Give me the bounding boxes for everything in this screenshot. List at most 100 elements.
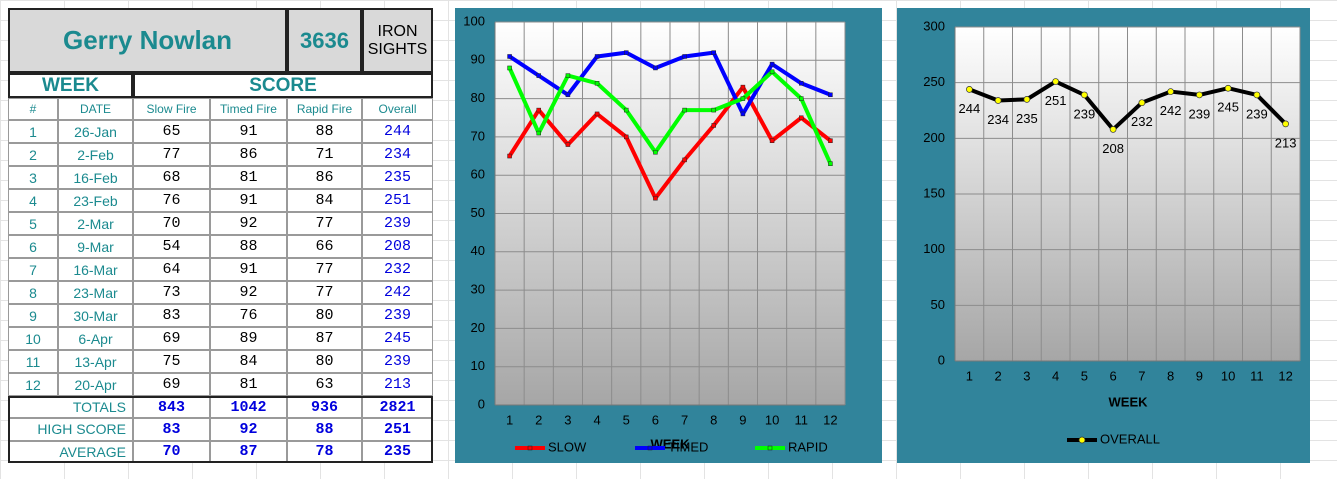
summary-value: 92	[210, 418, 287, 441]
point	[594, 81, 600, 86]
point	[799, 96, 804, 101]
table-cell: 6-Apr	[58, 327, 133, 350]
legend-marker	[527, 445, 533, 451]
table-cell: 80	[287, 350, 362, 373]
point	[682, 157, 687, 163]
table-cell: 75	[133, 350, 210, 373]
table-cell: 92	[210, 281, 287, 304]
y-tick-label: 0	[478, 396, 485, 411]
summary-value: 235	[362, 440, 433, 463]
legend-marker	[647, 445, 653, 451]
table-cell: 20-Apr	[58, 373, 133, 396]
table-cell: 1	[8, 120, 58, 143]
category: IRON SIGHTS	[362, 8, 433, 73]
x-tick-label: 7	[681, 412, 688, 427]
summary-value: 83	[133, 418, 210, 441]
data-label: 244	[959, 101, 981, 116]
table-cell: 63	[287, 373, 362, 396]
y-tick-label: 30	[471, 282, 485, 297]
x-tick-label: 4	[593, 412, 600, 427]
table-cell: 239	[362, 304, 433, 327]
x-tick-label: 5	[623, 412, 630, 427]
table-cell: 86	[210, 143, 287, 166]
y-tick-label: 60	[471, 167, 485, 182]
point	[682, 107, 687, 113]
x-tick-label: 12	[823, 412, 837, 427]
table-cell: 8	[8, 281, 58, 304]
point	[1052, 78, 1059, 85]
table-cell: 251	[362, 189, 433, 212]
table-cell: 73	[133, 281, 210, 304]
data-label: 213	[1275, 135, 1297, 150]
point	[653, 65, 658, 71]
column-header: Timed Fire	[210, 98, 287, 120]
point	[1081, 91, 1088, 99]
point	[740, 111, 746, 117]
column-header: Rapid Fire	[287, 98, 362, 120]
y-tick-label: 100	[463, 13, 485, 28]
table-cell: 4	[8, 189, 58, 212]
x-tick-label: 2	[535, 412, 542, 427]
summary-value: 2821	[362, 396, 433, 419]
point	[799, 115, 804, 120]
point	[828, 92, 833, 98]
point	[994, 97, 1002, 104]
table-cell: 26-Jan	[58, 120, 133, 143]
column-header: Slow Fire	[133, 98, 210, 120]
point	[507, 65, 512, 71]
y-tick-label: 100	[923, 241, 945, 256]
table-cell: 88	[287, 120, 362, 143]
legend-marker	[1078, 436, 1086, 444]
series-line	[508, 50, 832, 116]
summary-label: AVERAGE	[8, 440, 133, 463]
point	[565, 73, 571, 78]
table-cell: 23-Mar	[58, 281, 133, 304]
x-tick-label: 2	[995, 368, 1002, 383]
x-tick-label: 10	[1221, 368, 1235, 383]
table-cell: 208	[362, 235, 433, 258]
column-header: #	[8, 98, 58, 120]
table-cell: 16-Feb	[58, 166, 133, 189]
table-cell: 92	[210, 212, 287, 235]
x-tick-label: 1	[966, 368, 973, 383]
summary-value: 843	[133, 396, 210, 419]
y-tick-label: 0	[938, 352, 945, 367]
point	[594, 111, 600, 117]
summary-value: 70	[133, 440, 210, 463]
point	[565, 92, 571, 98]
point	[653, 195, 658, 201]
x-tick-label: 9	[739, 412, 746, 427]
data-label: 208	[1102, 141, 1124, 156]
table-cell: 2-Feb	[58, 143, 133, 166]
table-cell: 23-Feb	[58, 189, 133, 212]
table-cell: 84	[287, 189, 362, 212]
table-cell: 88	[210, 235, 287, 258]
legend-label: SLOW	[548, 439, 587, 454]
table-cell: 64	[133, 258, 210, 281]
data-label: 234	[987, 112, 1009, 127]
player-id: 3636	[287, 8, 362, 73]
table-cell: 16-Mar	[58, 258, 133, 281]
point	[711, 107, 716, 113]
point	[769, 69, 775, 75]
point	[828, 138, 833, 143]
point	[1196, 91, 1203, 99]
point	[536, 130, 541, 136]
point	[624, 107, 629, 113]
point	[1138, 99, 1146, 107]
y-tick-label: 20	[471, 320, 485, 335]
y-tick-label: 150	[923, 185, 945, 200]
table-cell: 77	[287, 281, 362, 304]
table-cell: 13-Apr	[58, 350, 133, 373]
x-tick-label: 1	[506, 412, 513, 427]
table-cell: 244	[362, 120, 433, 143]
summary-value: 1042	[210, 396, 287, 419]
table-cell: 81	[210, 373, 287, 396]
summary-value: 936	[287, 396, 362, 419]
point	[507, 54, 512, 59]
table-cell: 235	[362, 166, 433, 189]
y-tick-label: 80	[471, 90, 485, 105]
point	[966, 85, 973, 93]
table-cell: 239	[362, 350, 433, 373]
